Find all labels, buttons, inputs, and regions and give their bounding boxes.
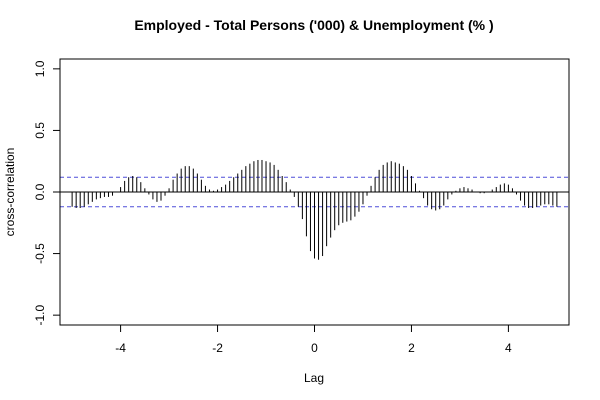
y-tick-label: 0.5 xyxy=(33,122,47,139)
y-tick-label: -0.5 xyxy=(33,243,47,264)
x-tick-label: 2 xyxy=(408,341,415,355)
cross-correlation-bars xyxy=(71,159,558,260)
chart-title: Employed - Total Persons ('000) & Unempl… xyxy=(134,17,493,33)
y-axis: -1.0 -0.5 0.0 0.5 1.0 xyxy=(33,60,61,325)
x-tick-label: 0 xyxy=(311,341,318,355)
x-axis-label: Lag xyxy=(304,371,324,385)
x-tick-label: 4 xyxy=(505,341,512,355)
y-tick-label: 0.0 xyxy=(33,183,47,200)
x-tick-label: -4 xyxy=(115,341,126,355)
y-tick-label: 1.0 xyxy=(33,60,47,77)
x-axis: -4 -2 0 2 4 xyxy=(115,324,512,355)
y-axis-label: cross-correlation xyxy=(3,148,17,237)
y-tick-label: -1.0 xyxy=(33,304,47,325)
x-tick-label: -2 xyxy=(212,341,223,355)
